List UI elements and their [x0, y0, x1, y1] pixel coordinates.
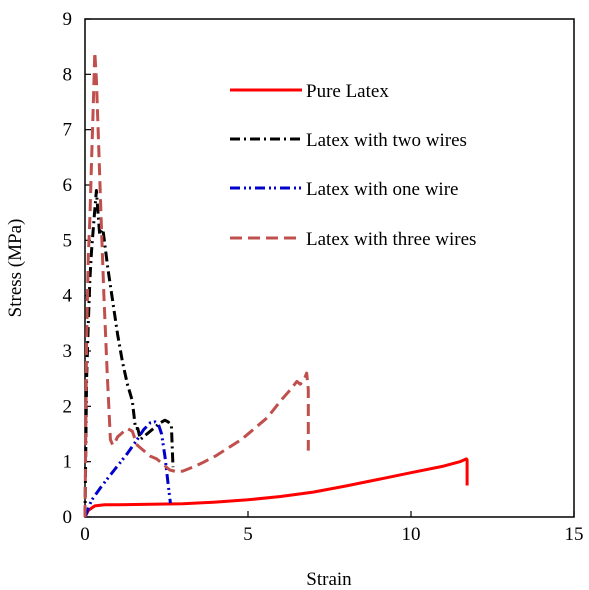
y-tick-label: 7 [63, 120, 73, 141]
y-tick-label: 3 [63, 341, 73, 362]
y-tick-label: 2 [63, 396, 73, 417]
y-axis-title: Stress (MPa) [5, 219, 26, 318]
y-tick-label: 0 [63, 507, 73, 528]
series-lines [83, 50, 469, 518]
series-line-latex-with-one-wire [83, 420, 172, 518]
x-tick-label: 15 [565, 524, 584, 545]
axis-ticks: 0 5 10 15 0 1 2 3 4 5 6 7 8 9 [63, 9, 584, 545]
legend-label: Pure Latex [306, 81, 389, 102]
series-line-pure-latex [83, 457, 469, 518]
x-tick-label: 5 [243, 524, 253, 545]
y-tick-label: 6 [63, 175, 73, 196]
y-tick-label: 1 [63, 452, 73, 473]
legend-label: Latex with one wire [306, 179, 458, 200]
plot-area-frame [84, 18, 575, 518]
y-tick-label: 9 [63, 9, 73, 30]
y-tick-label: 5 [63, 230, 73, 251]
x-tick-label: 0 [80, 524, 90, 545]
legend-label: Latex with three wires [306, 229, 476, 250]
y-tick-label: 4 [63, 286, 73, 307]
series-line-latex-with-two-wires [83, 189, 175, 518]
legend: Pure Latex Latex with two wires Latex with… [230, 81, 476, 250]
series-line-latex-with-three-wires [83, 50, 310, 518]
x-axis-title: Strain [306, 569, 352, 590]
y-tick-label: 8 [63, 64, 73, 85]
legend-label: Latex with two wires [306, 130, 467, 151]
x-tick-label: 10 [402, 524, 421, 545]
